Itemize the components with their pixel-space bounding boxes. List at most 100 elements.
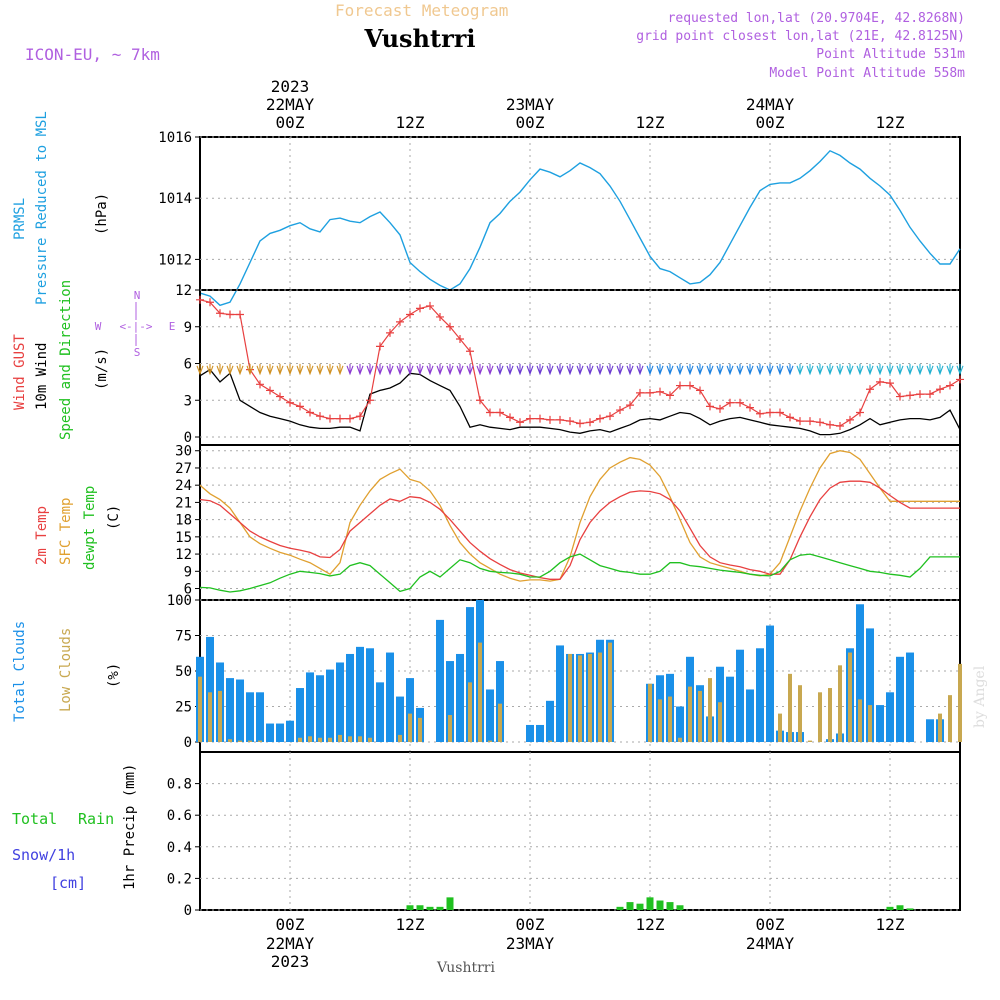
wind-dir-arrow <box>516 363 524 376</box>
low-cloud-bar <box>858 699 862 742</box>
y-tick-label: 100 <box>167 593 192 609</box>
total-cloud-bar <box>866 628 874 742</box>
wind-dir-arrow <box>416 363 424 376</box>
gust-marker <box>926 390 934 399</box>
total-cloud-bar <box>676 706 684 742</box>
low-cloud-bar <box>688 686 692 742</box>
gust-marker <box>726 398 734 407</box>
low-cloud-bar <box>838 665 842 742</box>
gust-marker <box>306 408 314 417</box>
top-date-label: 22MAY <box>266 95 315 114</box>
low-cloud-bar <box>318 737 322 742</box>
wind-dir-arrow <box>836 363 844 376</box>
wind-dir-arrow <box>456 363 464 376</box>
low-cloud-bar <box>828 688 832 742</box>
low-cloud-bar <box>598 652 602 742</box>
wind-dir-arrow <box>396 363 404 376</box>
wind-dir-arrow <box>536 363 544 376</box>
wind-dir-arrow <box>896 363 904 376</box>
wind-dir-arrow <box>236 363 244 376</box>
snow-label: Snow/1h <box>12 846 75 864</box>
y-tick-label: 0 <box>184 903 192 919</box>
gust-marker <box>526 414 534 423</box>
low-cloud-bar <box>668 696 672 742</box>
wind-dir-arrow <box>876 363 884 376</box>
temp-unit: (C) <box>106 505 122 530</box>
total-cloud-bar <box>896 656 904 742</box>
gust-marker <box>766 408 774 417</box>
gust-marker <box>866 385 874 394</box>
y-tick-label: 24 <box>175 478 192 494</box>
bottom-date-label: 24MAY <box>746 934 795 953</box>
gust-marker <box>456 335 464 343</box>
gust-marker <box>836 421 844 430</box>
y-tick-label: 9 <box>184 320 192 336</box>
total-cloud-bar <box>546 700 554 742</box>
wind-dir-arrow <box>786 363 794 376</box>
low-cloud-bar <box>238 740 242 742</box>
wind-gust-label: Wind GUST <box>12 334 28 410</box>
gust-marker <box>376 342 384 351</box>
low-cloud-bar <box>658 699 662 742</box>
precip-bar <box>666 902 674 910</box>
total-cloud-bar <box>856 604 864 742</box>
total-cloud-bar <box>266 723 274 742</box>
gust-marker <box>636 388 644 397</box>
wind-dir-arrow <box>796 363 804 376</box>
gust-marker <box>476 396 484 405</box>
gust-marker <box>756 409 764 418</box>
wind-dir-arrow <box>726 363 734 376</box>
gust-marker <box>736 398 744 407</box>
gust-marker <box>556 415 564 424</box>
low-cloud-bar <box>548 740 552 742</box>
precip-bar <box>616 906 624 910</box>
wind-dir-arrow <box>316 363 324 376</box>
total-cloud-bar <box>306 672 314 742</box>
low-cloud-bar <box>328 737 332 742</box>
compass-n: N <box>134 289 141 302</box>
cloud-labels: Total Clouds Low Clouds (%) <box>12 621 122 722</box>
gust-marker <box>276 392 284 401</box>
gust-marker <box>576 419 584 428</box>
wind-dir-arrow <box>336 363 344 376</box>
bottom-time-label: 00Z <box>756 915 785 934</box>
total-cloud-bar <box>316 675 324 742</box>
total-cloud-bar <box>406 678 414 742</box>
low-cloud-bar <box>778 713 782 742</box>
total-cloud-bar <box>206 636 214 742</box>
gust-marker <box>626 401 634 410</box>
top-time-label: 00Z <box>276 113 305 132</box>
top-time-label: 12Z <box>396 113 425 132</box>
total-cloud-bar <box>276 723 284 742</box>
total-cloud-bar <box>486 689 494 742</box>
wind-speed-line <box>199 368 961 436</box>
wind-dir-arrow <box>636 363 644 376</box>
precip-bar <box>656 900 664 910</box>
total-cloud-bar <box>746 689 754 742</box>
low-cloud-bar <box>948 695 952 742</box>
gust-marker <box>386 328 394 337</box>
wind-dir-arrow <box>916 363 924 376</box>
low-cloud-bar <box>848 652 852 742</box>
gust-marker <box>436 312 444 321</box>
wind-dir-arrow <box>616 363 624 376</box>
wind-dir-arrow <box>776 363 784 376</box>
total-cloud-bar <box>736 649 744 742</box>
precip-bar <box>906 908 914 910</box>
wind-dir-arrow <box>276 363 284 376</box>
gust-marker <box>496 408 504 417</box>
gust-line <box>199 299 961 427</box>
y-tick-label: 0.6 <box>167 808 192 824</box>
gust-marker <box>426 301 434 310</box>
y-tick-label: 12 <box>175 547 192 563</box>
total-cloud-bar <box>356 646 364 742</box>
gust-marker <box>586 418 594 427</box>
gust-marker <box>416 304 424 313</box>
gust-marker <box>406 310 414 319</box>
low-cloud-bar <box>218 690 222 742</box>
temp2m-line <box>199 480 960 580</box>
total-cloud-bar <box>366 648 374 742</box>
clouds-panel: 0 25 50 75 100 <box>167 593 962 753</box>
